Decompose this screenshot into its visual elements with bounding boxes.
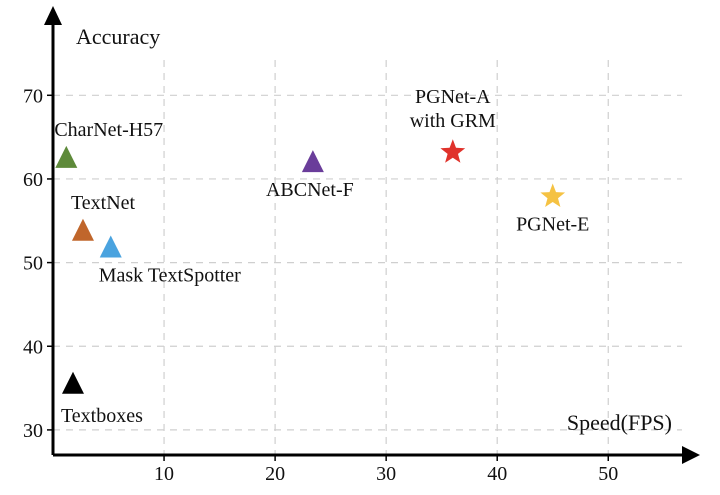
tick-layer: 10 20 30 40 50 30 40 50 60 70 xyxy=(23,85,618,485)
point-label-pgnet-e: PGNet-E xyxy=(516,214,589,236)
point-label-abcnet-f: ABCNet-F xyxy=(266,179,354,201)
point-label-charnet-h57: CharNet-H57 xyxy=(54,119,163,141)
point-charnet-h57-triangle xyxy=(55,145,78,168)
x-tick-label: 20 xyxy=(265,463,285,485)
point-pgnet-e-star xyxy=(540,183,566,207)
point-layer xyxy=(55,139,566,394)
point-pgnet-a-with-grm-star xyxy=(440,139,466,163)
point-label-pgnet-a-with-grm: PGNet-A xyxy=(415,86,491,108)
point-label-mask-textspotter: Mask TextSpotter xyxy=(99,265,241,287)
point-abcnet-f-triangle xyxy=(301,150,324,173)
point-label-textnet: TextNet xyxy=(71,192,136,214)
x-tick-label: 50 xyxy=(598,463,618,485)
point-mask-textspotter-triangle xyxy=(99,235,122,258)
y-tick-label: 30 xyxy=(23,420,43,442)
point-label-pgnet-a-with-grm: with GRM xyxy=(410,110,496,132)
label-layer: CharNet-H57 TextNet Mask TextSpotter ABCNet… xyxy=(54,86,589,427)
y-tick-label: 70 xyxy=(23,85,43,107)
point-textnet-triangle xyxy=(71,218,94,241)
y-axis-arrowhead xyxy=(44,6,62,25)
x-tick-label: 30 xyxy=(376,463,396,485)
point-textboxes-triangle xyxy=(61,371,84,394)
y-axis-label: Accuracy xyxy=(76,24,160,49)
x-axis-label: Speed(FPS) xyxy=(567,410,672,435)
grid-layer xyxy=(53,60,682,455)
x-axis-arrowhead xyxy=(682,446,700,464)
y-tick-label: 60 xyxy=(23,169,43,191)
x-tick-label: 40 xyxy=(487,463,507,485)
point-label-textboxes: Textboxes xyxy=(61,405,143,427)
y-tick-label: 50 xyxy=(23,253,43,275)
x-tick-label: 10 xyxy=(154,463,174,485)
axis-layer xyxy=(44,6,700,464)
y-tick-label: 40 xyxy=(23,336,43,358)
